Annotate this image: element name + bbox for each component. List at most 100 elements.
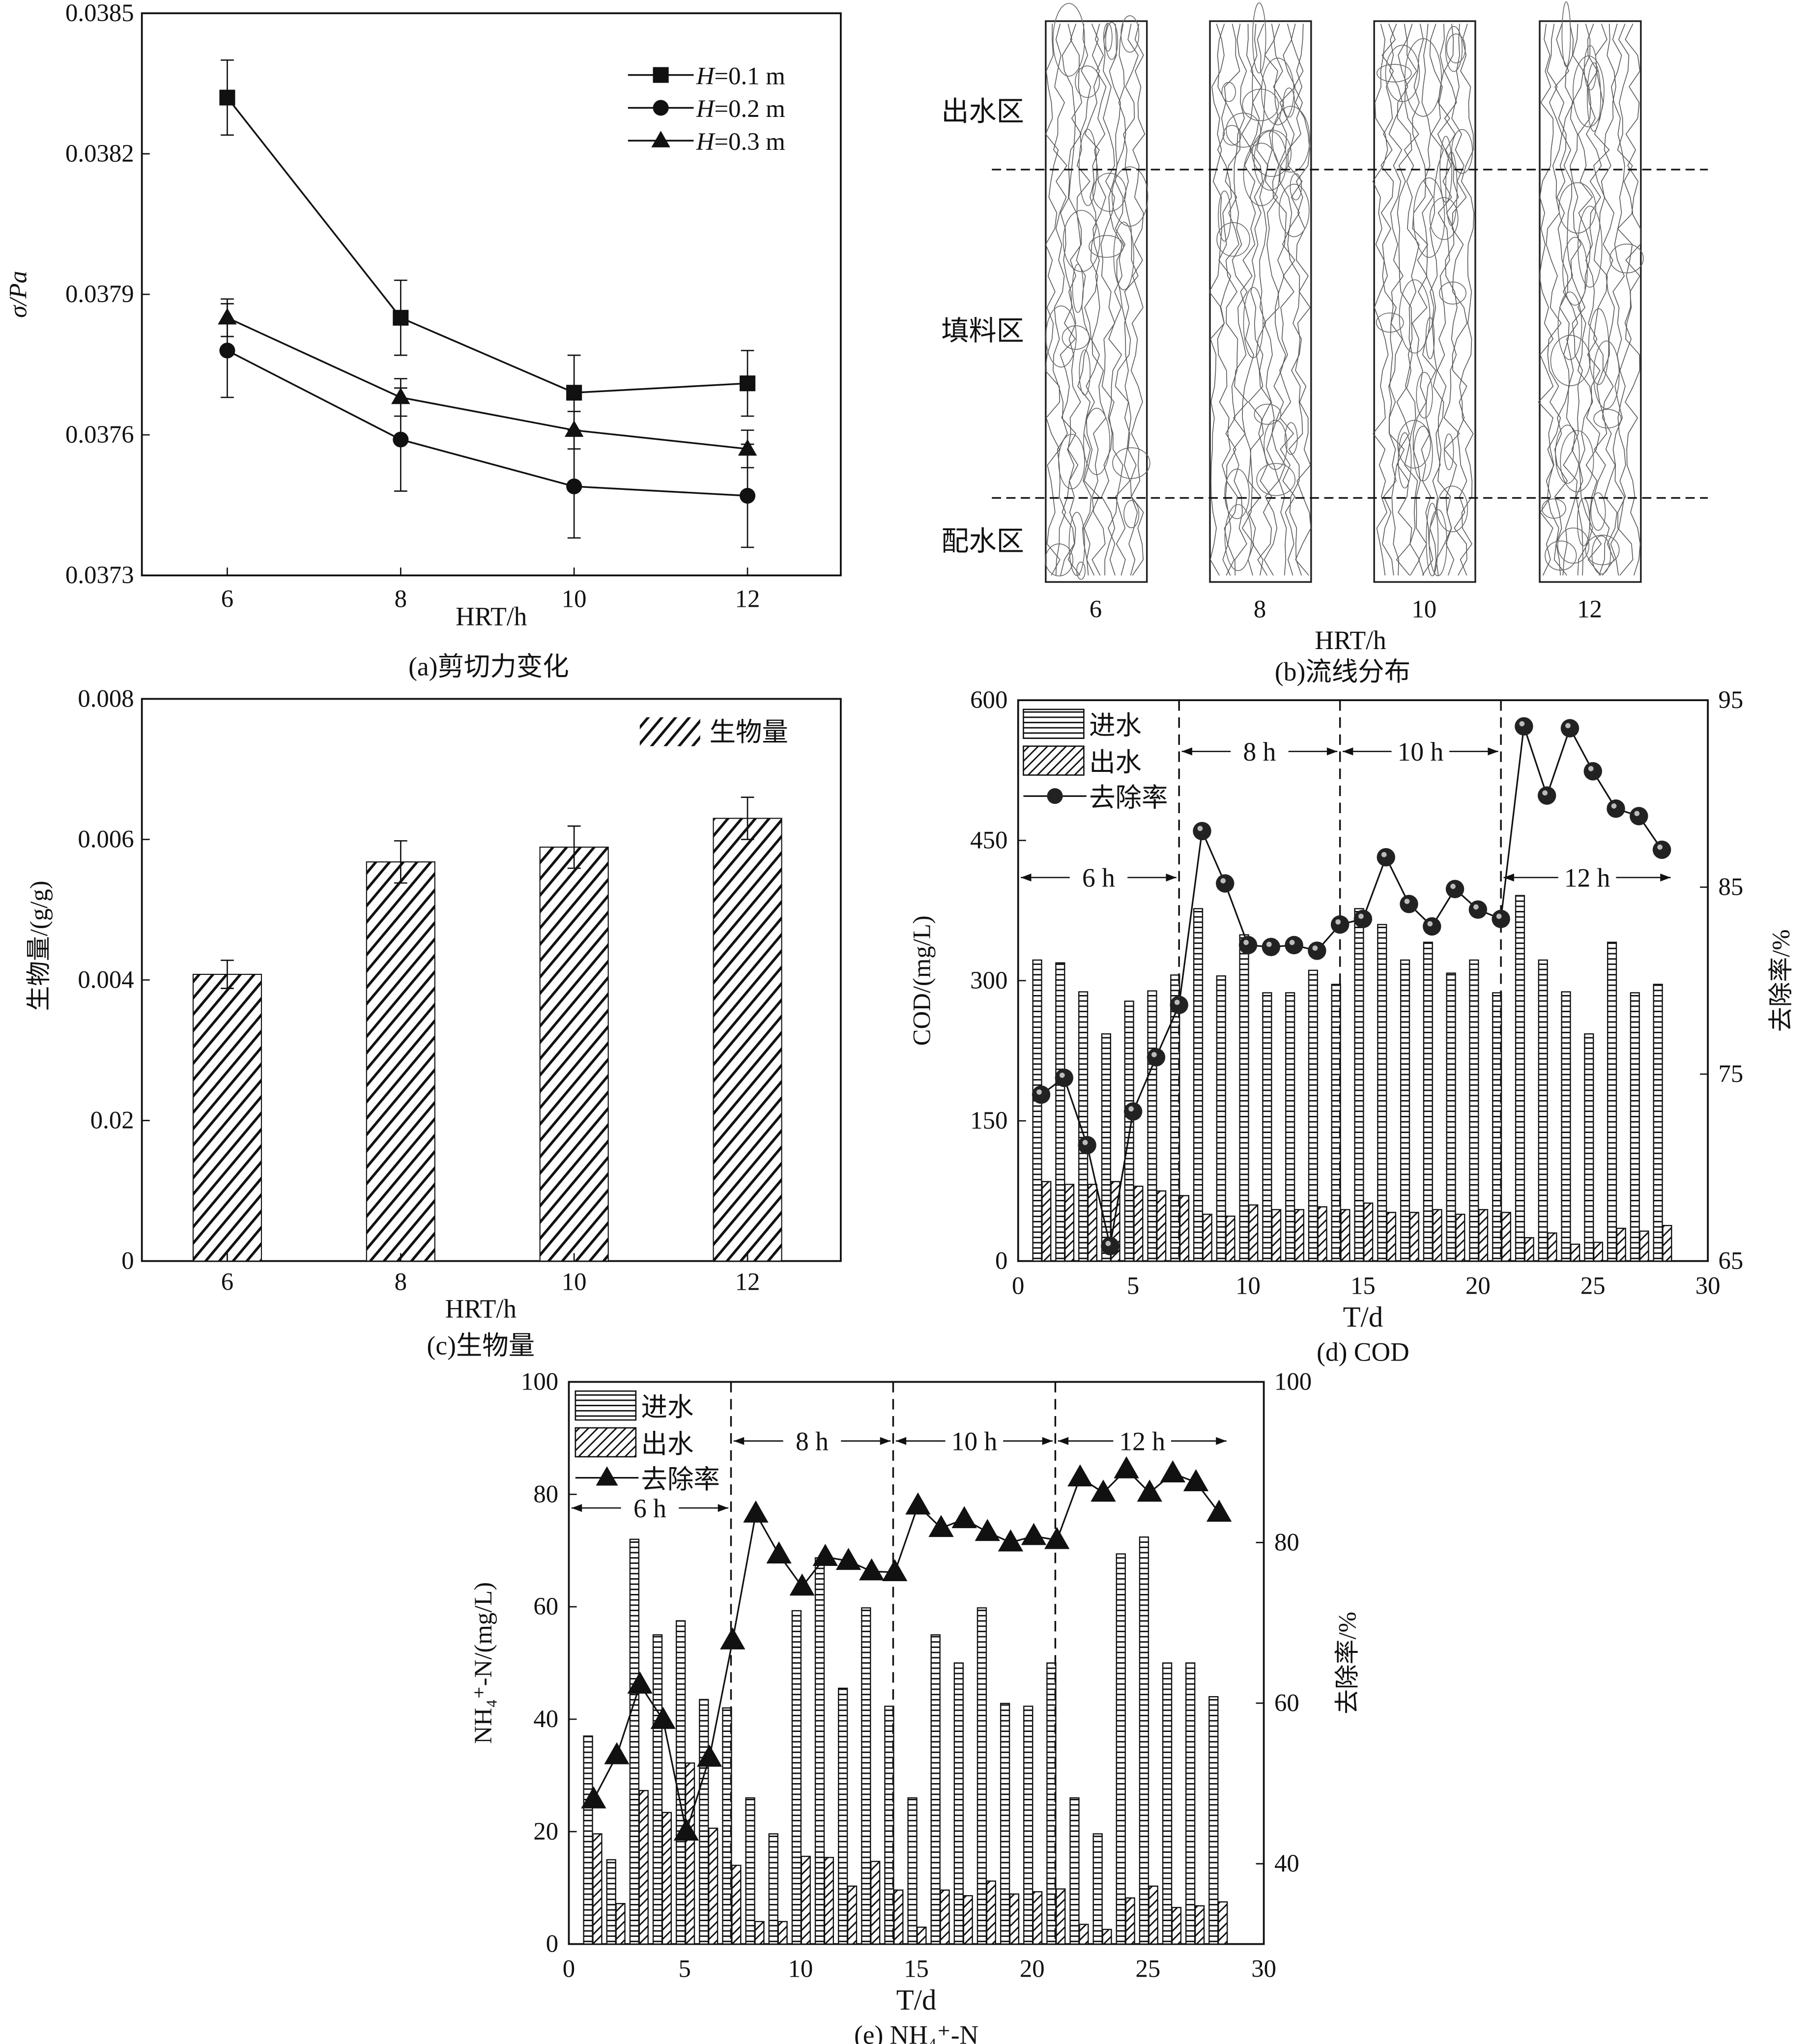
phase-arrow-head [1216,1437,1227,1445]
effluent-bar [870,1861,881,1945]
data-point [391,387,410,404]
removal-rate-point [812,1544,838,1566]
panel-d-caption: (d) COD [1317,1337,1409,1367]
x-axis-label: HRT/h [456,602,527,631]
zone-label-packing: 填料区 [941,316,1024,347]
effluent-bar [1156,1190,1167,1262]
effluent-bar [777,1921,788,1945]
removal-rate-point-highlight [1473,904,1479,910]
influent-bar [606,1859,616,1945]
streamline [1130,24,1146,576]
vortex-contour [1290,173,1302,200]
influent-bar [1147,990,1157,1262]
tube-outline [1045,20,1148,583]
removal-rate-point-highlight [1450,883,1456,889]
x-axis-label: T/d [1343,1301,1383,1333]
vortex-contour [1045,543,1074,576]
vortex-contour [1284,422,1298,455]
phase-arrow-head [571,1504,582,1512]
removal-rate-point [1377,848,1395,867]
y-tick-label: 0 [995,1247,1007,1275]
effluent-bar [638,1790,649,1945]
vortex-contour [1590,492,1606,531]
plot-frame [141,698,842,1262]
removal-rate-point-highlight [1427,921,1433,927]
streamline [1224,24,1240,576]
removal-rate-point-highlight [1542,790,1548,796]
vortex-contour [1254,403,1282,425]
removal-rate-point [581,1786,606,1809]
removal-rate-point [743,1500,769,1523]
removal-rate-point [905,1492,931,1515]
removal-rate-point [1193,822,1211,841]
streamline [1108,24,1123,576]
tube-outline [1373,20,1476,583]
influent-bar [1069,1797,1080,1945]
removal-rate-line [1040,726,1663,1247]
vortex-contour [1058,433,1085,489]
vortex-contour [1550,335,1591,386]
vortex-contour [1243,287,1263,358]
biomass-bar [539,847,609,1262]
streamline [1553,24,1570,576]
effluent-bar [1662,1225,1672,1262]
vortex-contour [1451,129,1473,174]
x-axis-label: T/d [896,1984,937,2016]
effluent-bar [1225,1216,1235,1262]
streamline [1404,24,1420,576]
effluent-bar [1179,1195,1190,1262]
effluent-bar [1455,1214,1465,1262]
removal-rate-point-highlight [1197,825,1203,831]
influent-bar [884,1705,894,1945]
vortex-contour [1585,535,1620,566]
y-tick-label: 100 [521,1367,558,1395]
vortex-contour [1578,205,1603,288]
x-tick-label: 20 [1020,1955,1045,1982]
x-tick-label: 10 [1411,596,1436,623]
x-tick-label: 6 [221,1268,233,1295]
y-tick-label: 20 [533,1817,558,1845]
effluent-bar [963,1895,973,1945]
vortex-contour [1103,23,1113,52]
y-axis-label: σ/Pa [4,271,31,318]
vortex-contour [1444,433,1454,470]
vortex-contour [1588,308,1609,385]
vortex-contour [1555,425,1580,484]
removal-rate-point-highlight [1151,1052,1157,1057]
effluent-bar [661,1812,672,1945]
vortex-contour [1123,500,1140,528]
y-tick-label: 0.0382 [65,140,134,167]
influent-bar [1092,1833,1103,1945]
vortex-contour [1593,341,1620,409]
streamline [1411,24,1429,576]
legend-label-removal: 去除率 [641,1465,720,1494]
removal-rate-point [1583,762,1602,781]
data-point [219,342,235,359]
panel-d-cod-chart: 0 150 300 450 600 65 75 85 95 0 5 10 15 20 25 30 6 h 8 h 1… [908,686,1795,1367]
influent-bar [1354,908,1364,1262]
y-tick-label: 450 [970,826,1007,853]
removal-rate-point [1137,1479,1162,1502]
streamline [1372,24,1389,576]
influent-bar [722,1707,732,1945]
removal-rate-point [1607,799,1625,818]
y-tick-label: 150 [970,1107,1007,1134]
effluent-bar [1171,1907,1182,1945]
y-tick-label: 300 [970,966,1007,994]
series-line [227,97,748,394]
removal-rate-point [1114,1456,1139,1478]
influent-bar [930,1634,941,1945]
x-axis-label: HRT/h [445,1294,517,1323]
series-line [227,317,748,450]
vortex-contour [1404,38,1442,117]
vortex-contour [1429,197,1459,240]
removal-rate-point [1515,717,1533,736]
vortex-contour [1112,166,1149,227]
removal-rate-point [1206,1500,1232,1522]
phase-arrow-head [718,1504,729,1512]
data-point [393,431,409,448]
vortex-contour [1068,511,1085,576]
legend-label: H=0.3 m [696,128,785,155]
influent-bar [1492,992,1502,1262]
phase-arrow-head [1503,873,1514,881]
